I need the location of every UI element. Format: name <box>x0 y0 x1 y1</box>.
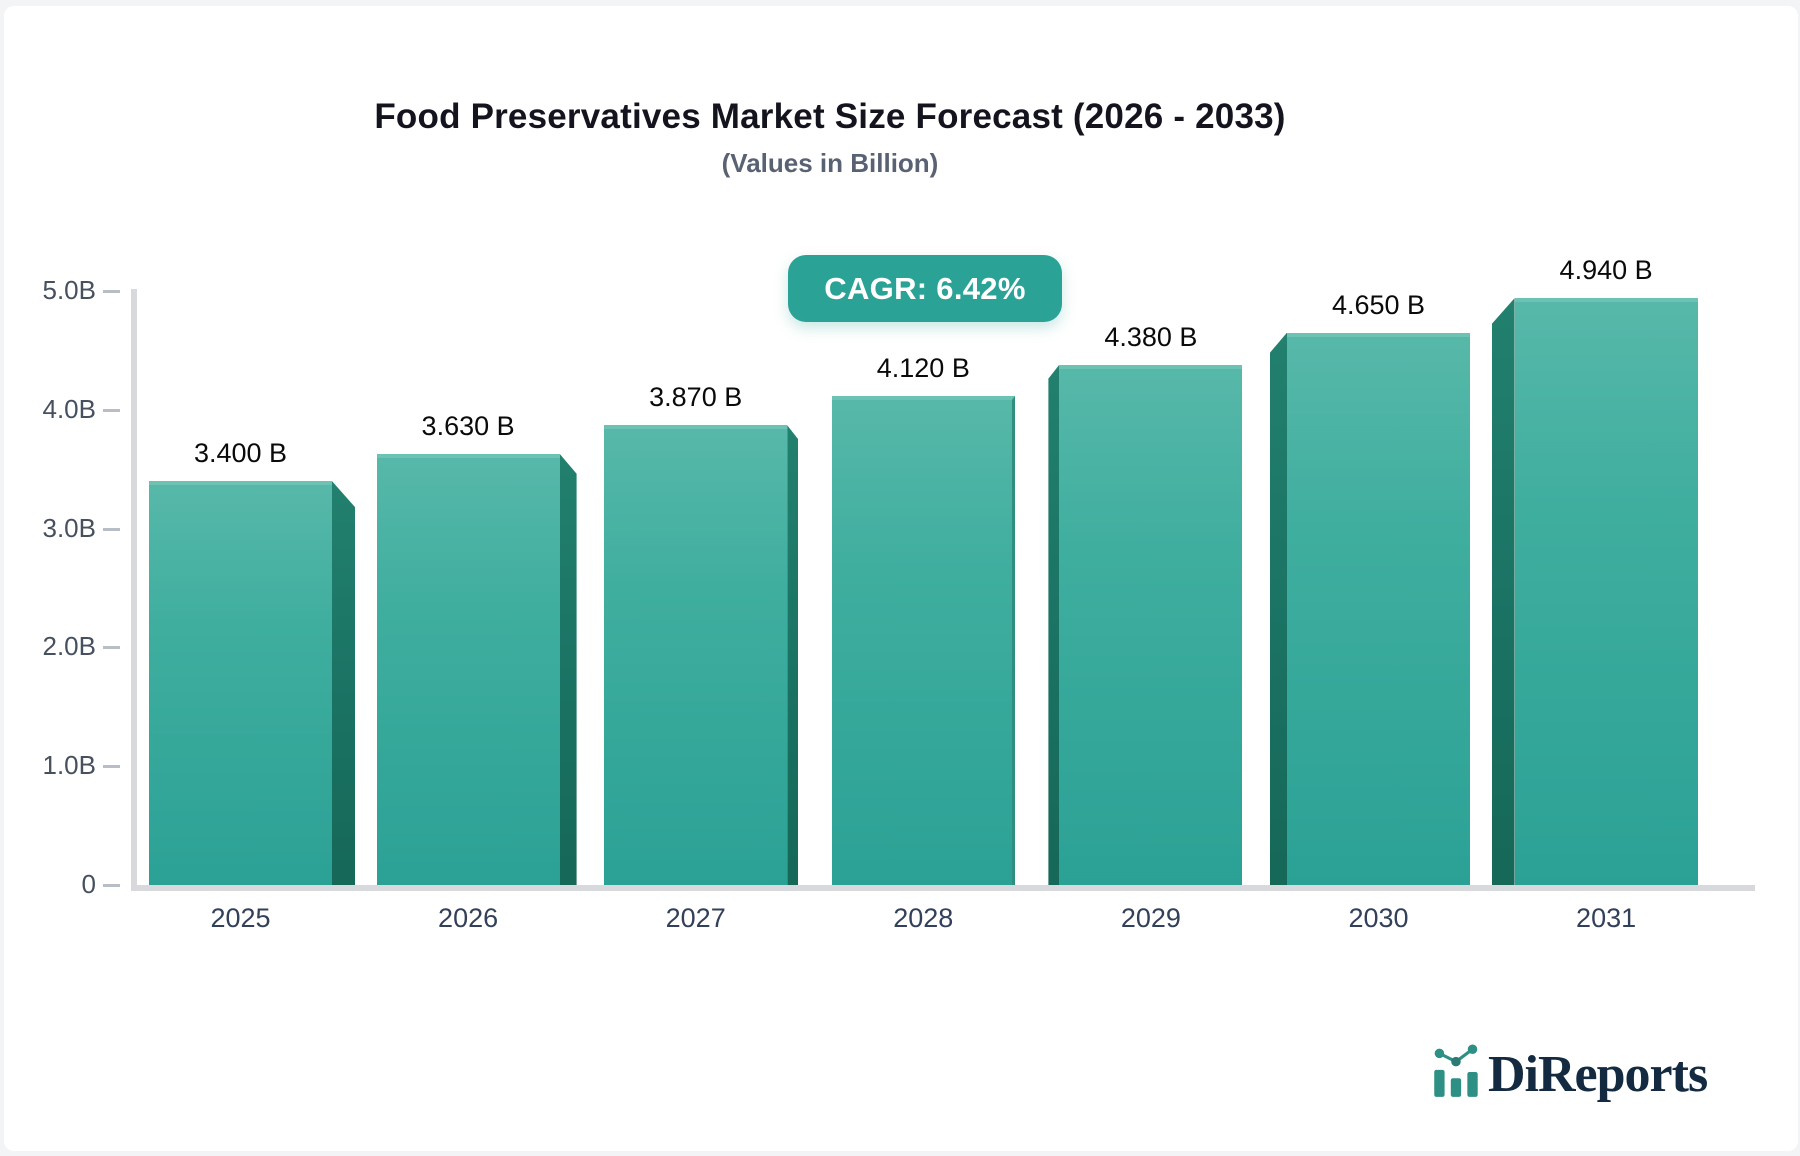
y-axis-tick-mark <box>103 765 120 769</box>
x-axis-category-label: 2029 <box>1120 903 1181 933</box>
y-axis-tick-label: 4.0B <box>42 393 97 424</box>
bar-2025-side <box>332 481 355 885</box>
y-axis-tick-mark <box>103 527 120 531</box>
bar-value-label: 3.870 B <box>649 382 743 413</box>
x-axis-category-label: 2025 <box>210 903 271 933</box>
x-axis-category-label: 2027 <box>665 903 726 933</box>
bar-2026[interactable] <box>376 453 560 885</box>
chart-title: Food Preservatives Market Size Forecast … <box>374 97 1286 136</box>
x-axis-category-label: 2031 <box>1576 903 1637 933</box>
chart-subtitle: (Values in Billion) <box>721 148 939 178</box>
bar-2031-side <box>1491 298 1515 885</box>
bar-2030-side <box>1270 332 1287 885</box>
bar-2031[interactable] <box>1514 298 1698 885</box>
bar-value-label: 3.630 B <box>421 410 515 441</box>
bar-chart-logo-icon <box>1434 1044 1478 1097</box>
y-axis-tick-mark <box>103 884 120 887</box>
brand-name: DiReports <box>1488 1045 1708 1103</box>
bar-2028[interactable] <box>831 395 1015 885</box>
bar-value-label: 3.400 B <box>193 438 288 469</box>
y-axis-tick-label: 0 <box>81 869 96 899</box>
bar-2025[interactable] <box>149 481 332 885</box>
x-axis-category-label: 2026 <box>438 903 499 933</box>
bar-2029-side <box>1048 364 1060 885</box>
bar-2027-side <box>787 425 799 885</box>
bar-2027[interactable] <box>604 425 788 885</box>
y-axis-tick-mark <box>103 646 120 650</box>
y-axis-tick-mark <box>103 408 120 412</box>
y-axis-tick-label: 2.0B <box>42 631 97 662</box>
bar-2030[interactable] <box>1287 332 1470 885</box>
direports-logo: DiReports <box>1432 1032 1708 1116</box>
bar-2026-side <box>559 453 577 885</box>
x-axis-category-label: 2030 <box>1348 903 1409 933</box>
bar-value-label: 4.120 B <box>876 352 970 383</box>
cagr-badge: CAGR: 6.42% <box>788 255 1062 322</box>
cagr-badge-label: CAGR: 6.42% <box>824 270 1026 306</box>
bar-value-label: 4.380 B <box>1104 321 1198 352</box>
x-axis-line <box>131 885 1755 891</box>
y-axis-line <box>131 289 137 891</box>
bar-value-label: 4.940 B <box>1559 255 1653 286</box>
y-axis-tick-label: 1.0B <box>42 750 97 781</box>
y-axis-tick-label: 3.0B <box>42 512 97 543</box>
y-axis-tick-label: 5.0B <box>42 275 97 305</box>
x-axis-category-label: 2028 <box>893 903 954 933</box>
bar-value-label: 4.650 B <box>1331 289 1426 320</box>
y-axis-tick-mark <box>103 290 120 293</box>
bar-2029[interactable] <box>1059 364 1243 885</box>
